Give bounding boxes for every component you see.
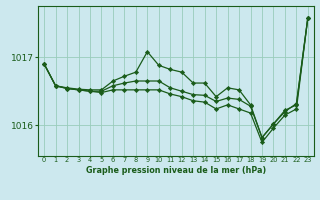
X-axis label: Graphe pression niveau de la mer (hPa): Graphe pression niveau de la mer (hPa) (86, 166, 266, 175)
